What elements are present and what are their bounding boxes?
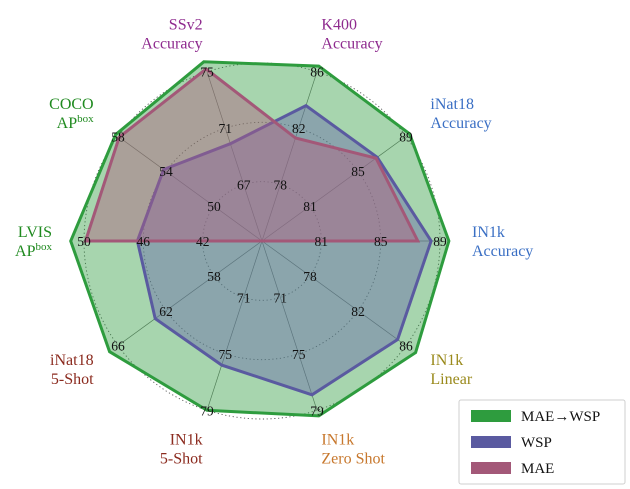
axis-label-2: IN1k Zero Shot	[321, 431, 385, 467]
tick-label: 79	[200, 403, 214, 418]
spoke-4	[117, 240, 263, 346]
radar-series	[69, 60, 451, 418]
axis-label-3: IN1k 5-Shot	[160, 431, 203, 467]
tick-label: 75	[200, 65, 214, 80]
radar-axis-labels: IN1k Accuracy IN1k Linear IN1k Zero Shot IN1k 5…	[15, 17, 533, 468]
spoke-3	[206, 240, 263, 411]
legend-swatch-2	[471, 462, 511, 474]
axis-label-0: IN1k Accuracy	[472, 224, 533, 260]
tick-label: 86	[310, 65, 324, 80]
axis-label-7: SSv2 Accuracy	[141, 17, 202, 53]
legend-label-0: MAE→WSP	[521, 409, 600, 425]
tick-label: 89	[433, 234, 447, 249]
tick-label: 66	[111, 339, 125, 354]
tick-label: 78	[303, 269, 317, 284]
tick-label: 50	[207, 199, 221, 214]
tick-label: 89	[399, 129, 413, 144]
spoke-2	[261, 240, 318, 411]
tick-label: 54	[159, 164, 173, 179]
tick-label: 75	[292, 347, 306, 362]
axis-label-1: IN1k Linear	[430, 352, 472, 388]
tick-label: 75	[219, 347, 233, 362]
tick-label: 62	[159, 304, 173, 319]
tick-label: 42	[196, 234, 210, 249]
tick-label: 81	[303, 199, 317, 214]
legend: MAE→WSP WSP MAE	[458, 399, 626, 485]
tick-label: 67	[237, 178, 251, 193]
tick-label: 78	[274, 178, 288, 193]
axis-label-6: COCO APbox	[49, 96, 94, 132]
spoke-6	[117, 136, 263, 242]
tick-label: 81	[315, 234, 329, 249]
tick-label: 50	[77, 234, 91, 249]
spoke-9	[261, 136, 407, 242]
tick-label: 58	[111, 129, 125, 144]
tick-label: 85	[374, 234, 388, 249]
spoke-1	[261, 240, 407, 346]
legend-label-1: WSP	[521, 435, 552, 451]
legend-swatch-1	[471, 436, 511, 448]
legend-swatch-0	[471, 410, 511, 422]
tick-label: 85	[351, 164, 365, 179]
axis-label-8: K400 Accuracy	[321, 17, 382, 53]
spoke-7	[206, 71, 263, 242]
radar-tick-labels: 81 85 89 78 82 86 71 75 79 71 75 79 58 62 66 42 46 50 50 54…	[77, 65, 447, 419]
radar-spokes	[84, 71, 440, 411]
tick-label: 58	[207, 269, 221, 284]
tick-label: 82	[351, 304, 365, 319]
axis-label-9: iNat18 Accuracy	[430, 96, 491, 132]
legend-label-2: MAE	[521, 461, 554, 477]
tick-label: 86	[399, 339, 413, 354]
tick-label: 71	[274, 290, 288, 305]
axis-label-5: LVIS APbox	[15, 224, 52, 260]
axis-label-4: iNat18 5-Shot	[50, 352, 94, 388]
series-polygon-2	[83, 66, 421, 243]
tick-label: 46	[137, 234, 151, 249]
tick-label: 71	[219, 121, 233, 136]
tick-label: 82	[292, 121, 306, 136]
tick-label: 71	[237, 290, 251, 305]
tick-label: 79	[310, 403, 324, 418]
spoke-8	[261, 71, 318, 242]
